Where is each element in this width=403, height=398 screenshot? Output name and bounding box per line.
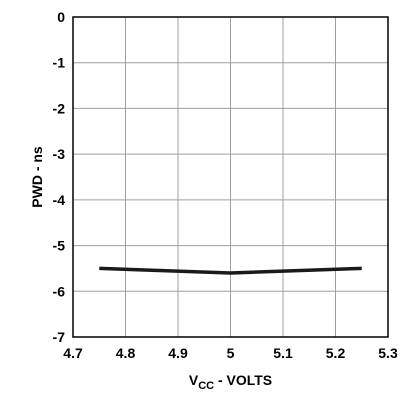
- y-tick-label: -2: [53, 100, 66, 116]
- grid: [72, 16, 389, 338]
- series-layer: [99, 266, 362, 275]
- x-axis-label-subscript: CC: [198, 380, 214, 392]
- x-tick-label: 4.9: [168, 345, 188, 361]
- x-axis-label: VCC - VOLTS: [189, 372, 272, 392]
- x-tick-label: 4.8: [116, 345, 136, 361]
- y-tick-label: -4: [53, 192, 66, 208]
- x-axis-label-main: V: [189, 372, 199, 388]
- series-line: [99, 266, 362, 275]
- x-tick-label: 5.1: [273, 345, 293, 361]
- y-tick-label: -3: [53, 146, 66, 162]
- y-tick-label: -1: [53, 55, 66, 71]
- x-tick-label: 5.3: [378, 345, 398, 361]
- x-tick-label: 5.2: [326, 345, 346, 361]
- y-axis-label: PWD - ns: [29, 146, 45, 208]
- x-tick-label: 5: [227, 345, 235, 361]
- y-tick-labels: 0 -1 -2 -3 -4 -5 -6 -7: [53, 9, 66, 345]
- x-axis-label-rest: - VOLTS: [214, 372, 272, 388]
- y-tick-label: -6: [53, 283, 66, 299]
- y-tick-label: -7: [53, 329, 66, 345]
- plot-frame: [72, 16, 389, 338]
- y-tick-label: 0: [57, 9, 65, 25]
- y-tick-label: -5: [53, 238, 66, 254]
- x-tick-label: 4.7: [63, 345, 83, 361]
- x-tick-labels: 4.7 4.8 4.9 5 5.1 5.2 5.3: [63, 345, 398, 361]
